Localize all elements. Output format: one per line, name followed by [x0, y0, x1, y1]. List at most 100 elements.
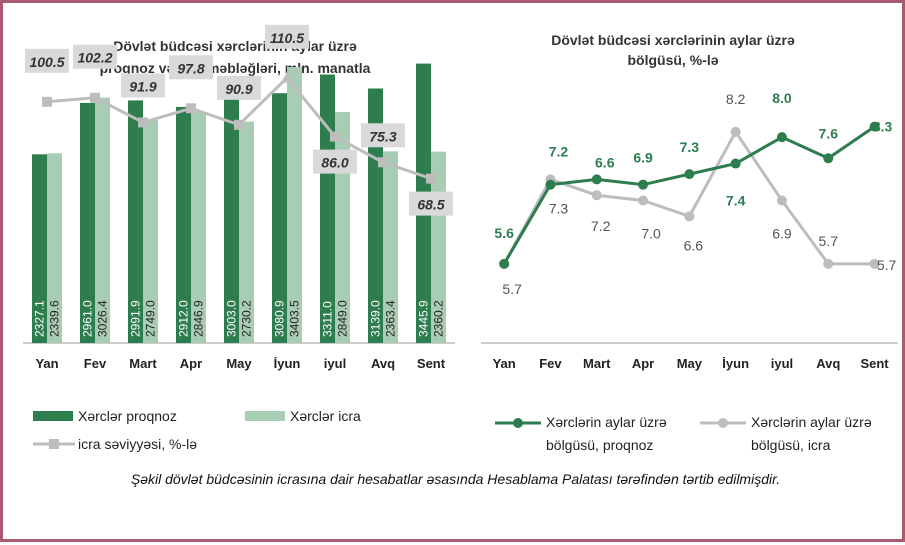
level-marker-4 [234, 119, 244, 130]
legend-dist-actual-marker [718, 418, 728, 428]
bar-forecast-3 [176, 106, 191, 343]
level-label-box-1 [73, 44, 117, 69]
bar-actual-3 [191, 112, 206, 343]
dist-label-actual-6: 6.9 [772, 226, 792, 242]
dist-label-forecast-7: 7.6 [819, 125, 839, 141]
dist-point-actual-4 [684, 211, 695, 222]
dist-point-forecast-2 [591, 174, 602, 185]
level-label-4: 90.9 [225, 81, 252, 97]
bar-forecast-7 [368, 88, 383, 344]
bar-actual-5 [287, 67, 302, 344]
left-x-tick-5: İyun [274, 356, 301, 371]
dist-point-actual-7 [823, 258, 834, 269]
right-chart-title-line1: Dövlət büdcəsi xərclərinin aylar üzrə [551, 32, 795, 48]
legend-dist-forecast-marker [513, 418, 523, 428]
level-marker-7 [378, 157, 388, 168]
left-x-tick-3: Apr [180, 356, 202, 371]
legend-level-label: icra səviyyəsi, %-lə [78, 436, 197, 452]
dist-label-actual-1: 7.3 [549, 200, 569, 216]
legend-dist-actual-label-2: bölgüsü, icra [751, 437, 831, 453]
level-label-box-0 [25, 48, 69, 73]
bar-actual-label-0: 2339.6 [48, 300, 62, 337]
level-label-5: 110.5 [270, 30, 304, 46]
dist-point-actual-8 [869, 258, 880, 269]
right-x-tick-4: May [677, 356, 703, 371]
dist-label-actual-0: 5.7 [502, 281, 522, 297]
level-label-box-6 [313, 149, 357, 174]
level-label-box-7 [361, 123, 405, 148]
dist-point-actual-5 [730, 126, 741, 137]
dist-point-actual-6 [776, 195, 787, 206]
dist-label-forecast-1: 7.2 [549, 144, 569, 160]
right-x-tick-5: İyun [722, 356, 749, 371]
bar-forecast-label-8: 3445.9 [417, 300, 431, 337]
charts-canvas: Dövlət büdcəsi xərclərinin aylar üzrə pro… [23, 24, 898, 453]
bar-forecast-label-7: 3139.0 [369, 300, 383, 337]
right-x-tick-6: iyul [771, 356, 793, 371]
bar-actual-label-1: 3026.4 [96, 300, 110, 337]
bar-actual-label-4: 2730.2 [240, 300, 254, 337]
bar-forecast-label-5: 3080.9 [273, 300, 287, 337]
right-chart-title-line2: bölgüsü, %-lə [628, 52, 719, 68]
bar-forecast-label-2: 2991.9 [129, 300, 143, 337]
level-label-0: 100.5 [29, 54, 64, 70]
dist-point-forecast-7 [823, 153, 834, 164]
bar-forecast-label-0: 2327.1 [33, 300, 47, 337]
level-marker-6 [330, 131, 340, 142]
bar-actual-label-8: 2360.2 [432, 300, 446, 337]
legend-level-marker [49, 439, 59, 449]
left-x-tick-2: Mart [129, 356, 157, 371]
dist-label-actual-8: 5.7 [877, 257, 897, 273]
bar-actual-2 [143, 120, 158, 343]
dist-point-forecast-5 [730, 158, 741, 169]
dist-label-forecast-2: 6.6 [595, 154, 615, 170]
bar-forecast-label-1: 2961.0 [81, 300, 95, 337]
bar-actual-label-3: 2846.9 [192, 300, 206, 337]
level-marker-8 [426, 173, 436, 184]
dist-label-forecast-0: 5.6 [494, 225, 514, 241]
dist-label-actual-5: 8.2 [726, 91, 746, 107]
bar-actual-label-7: 2363.4 [384, 300, 398, 337]
level-label-2: 91.9 [129, 78, 156, 94]
dist-label-forecast-6: 8.0 [772, 90, 792, 106]
figure-caption: Şəkil dövlət büdcəsinin icrasına dair he… [130, 471, 781, 487]
legend-forecast-swatch [33, 411, 73, 421]
dist-point-forecast-3 [638, 179, 649, 190]
level-label-box-5 [265, 24, 309, 49]
bar-actual-0 [47, 153, 62, 343]
dist-point-actual-2 [591, 190, 602, 201]
level-label-box-8 [409, 191, 453, 216]
bar-actual-7 [383, 151, 398, 343]
dist-point-forecast-8 [869, 121, 880, 132]
left-x-tick-8: Sent [417, 356, 446, 371]
bar-forecast-2 [128, 100, 143, 343]
left-x-tick-7: Avq [371, 356, 395, 371]
dist-point-actual-3 [638, 195, 649, 206]
level-marker-2 [138, 117, 148, 128]
dist-label-actual-2: 7.2 [591, 218, 611, 234]
level-label-box-3 [169, 55, 213, 80]
level-label-8: 68.5 [417, 197, 444, 213]
bar-actual-1 [95, 97, 110, 344]
dist-label-actual-3: 7.0 [641, 226, 661, 242]
dist-point-forecast-4 [684, 169, 695, 180]
left-x-tick-1: Fev [84, 356, 107, 371]
level-marker-5 [281, 71, 293, 83]
bar-forecast-label-3: 2912.0 [177, 300, 191, 337]
level-label-7: 75.3 [369, 128, 396, 144]
bar-forecast-label-4: 3003.0 [225, 300, 239, 337]
right-x-tick-7: Avq [816, 356, 840, 371]
right-x-tick-2: Mart [583, 356, 611, 371]
bar-actual-4 [239, 121, 254, 343]
level-marker-3 [186, 103, 196, 114]
bar-actual-label-6: 2849.0 [336, 300, 350, 337]
right-x-tick-8: Sent [860, 356, 889, 371]
dist-point-forecast-0 [499, 258, 510, 269]
right-x-tick-3: Apr [632, 356, 654, 371]
level-label-3: 97.8 [177, 60, 204, 76]
bar-forecast-4 [224, 99, 239, 343]
legend-forecast-label: Xərclər proqnoz [78, 408, 177, 424]
legend-dist-actual-label-1: Xərclərin aylar üzrə [751, 414, 872, 430]
dist-label-actual-4: 6.6 [684, 237, 704, 253]
bar-forecast-6 [320, 74, 335, 344]
